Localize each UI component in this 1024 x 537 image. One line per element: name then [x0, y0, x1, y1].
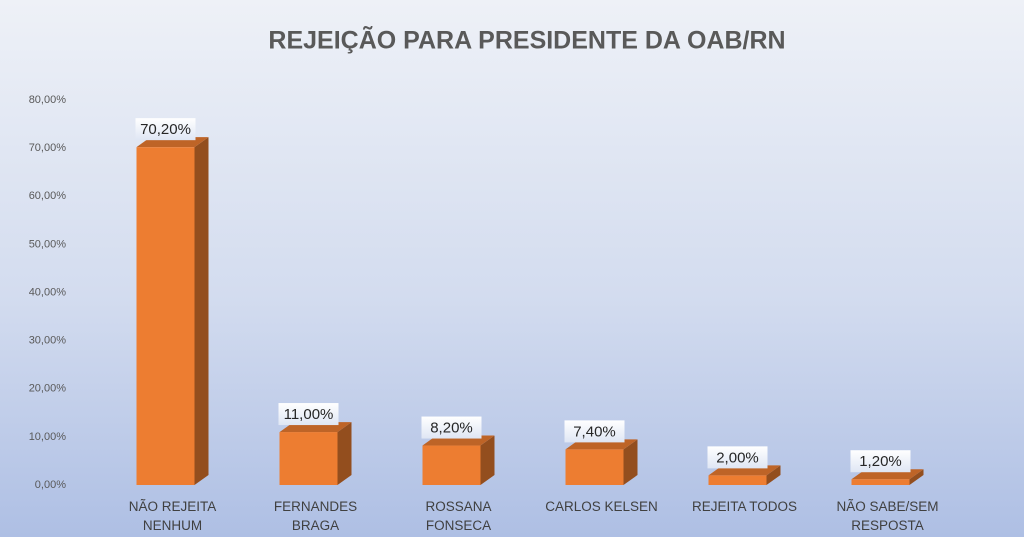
x-tick-label: NÃO SABE/SEM RESPOSTA: [836, 499, 939, 533]
y-tick-label: 50,00%: [29, 238, 67, 250]
bar-side: [909, 469, 924, 485]
x-tick-label: ROSSANA FONSECA: [425, 499, 492, 533]
y-tick-label: 30,00%: [29, 335, 67, 347]
bar-side: [623, 439, 638, 485]
bar-front: [422, 445, 481, 485]
value-label: 11,00%: [284, 406, 334, 423]
value-label-box: [278, 403, 339, 426]
x-tick-label: CARLOS KELSEN: [545, 499, 658, 514]
value-label: 2,00%: [716, 449, 759, 466]
bar-side: [766, 465, 781, 485]
x-tick-label: FERNANDES BRAGA: [273, 499, 358, 533]
value-label-box: [135, 118, 196, 141]
y-tick-label: 0,00%: [35, 479, 66, 491]
bar-front: [565, 449, 624, 485]
value-label-box: [421, 416, 482, 439]
y-tick-label: 60,00%: [29, 190, 67, 202]
y-tick-label: 80,00%: [29, 94, 67, 106]
value-label: 1,20%: [859, 453, 902, 470]
y-tick-label: 40,00%: [29, 286, 67, 298]
value-label: 8,20%: [430, 420, 473, 437]
bar: [279, 422, 352, 485]
bar-side: [480, 435, 495, 485]
bar-front: [279, 432, 338, 485]
chart-title: REJEIÇÃO PARA PRESIDENTE DA OAB/RN: [268, 25, 785, 55]
value-label: 7,40%: [573, 423, 616, 440]
value-label: 70,20%: [140, 121, 191, 138]
bar-side: [337, 422, 352, 485]
bar-front: [136, 147, 195, 485]
value-label-box: [564, 420, 625, 443]
x-tick-label: REJEITA TODOS: [691, 499, 798, 514]
bar: [136, 137, 209, 485]
y-tick-label: 70,00%: [29, 142, 67, 154]
bar: [565, 439, 638, 485]
bar-front: [708, 475, 767, 485]
value-label-box: [850, 450, 911, 473]
bar-front: [851, 479, 910, 485]
y-tick-label: 10,00%: [29, 431, 67, 443]
y-tick-label: 20,00%: [29, 383, 67, 395]
x-tick-label: NÃO REJEITA NENHUM: [128, 499, 217, 533]
bar: [422, 435, 495, 485]
bar-side: [194, 137, 209, 485]
value-label-box: [707, 446, 768, 469]
